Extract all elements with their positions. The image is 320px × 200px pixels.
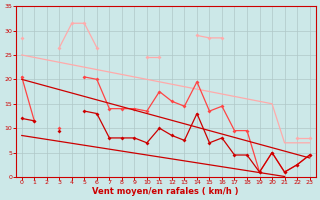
X-axis label: Vent moyen/en rafales ( km/h ): Vent moyen/en rafales ( km/h ) [92,187,239,196]
